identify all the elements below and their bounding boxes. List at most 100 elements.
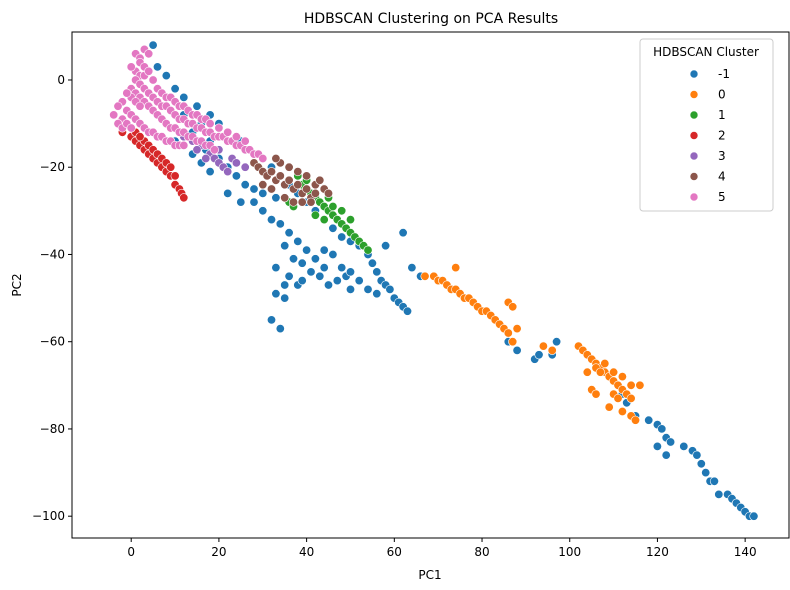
x-tick-label: 0 — [127, 545, 135, 559]
point-cluster--1 — [367, 258, 377, 268]
point-cluster--1 — [271, 193, 281, 203]
point-cluster-0 — [547, 345, 557, 355]
point-cluster--1 — [284, 228, 294, 238]
x-tick-label: 20 — [211, 545, 226, 559]
point-cluster-2 — [179, 193, 189, 203]
point-cluster--1 — [319, 263, 329, 273]
y-tick-label: −80 — [40, 422, 65, 436]
x-tick-label: 140 — [734, 545, 757, 559]
point-cluster--1 — [249, 197, 259, 207]
point-cluster--1 — [280, 241, 290, 251]
x-tick-label: 40 — [299, 545, 314, 559]
point-cluster--1 — [288, 254, 298, 264]
legend-marker-4 — [689, 172, 699, 181]
point-cluster--1 — [701, 468, 711, 478]
point-cluster-4 — [302, 184, 312, 194]
point-cluster--1 — [407, 263, 417, 273]
point-cluster-5 — [122, 88, 132, 98]
point-cluster--1 — [372, 289, 382, 299]
point-cluster-4 — [284, 162, 294, 172]
legend-label-1: 1 — [718, 108, 726, 122]
point-cluster-5 — [126, 62, 136, 72]
point-cluster-0 — [617, 372, 627, 382]
legend: HDBSCAN Cluster -1 0 1 2 3 4 5 — [639, 38, 774, 212]
point-cluster--1 — [271, 263, 281, 273]
point-cluster-0 — [503, 328, 513, 338]
point-cluster-4 — [258, 180, 268, 190]
point-cluster--1 — [148, 40, 158, 50]
point-cluster--1 — [179, 92, 189, 102]
point-cluster-4 — [275, 171, 285, 181]
point-cluster-5 — [210, 145, 220, 155]
point-cluster--1 — [236, 197, 246, 207]
point-cluster-0 — [609, 367, 619, 377]
point-cluster--1 — [709, 476, 719, 486]
point-cluster-4 — [280, 193, 290, 203]
legend-label-4: 4 — [718, 170, 726, 184]
point-cluster--1 — [161, 71, 171, 81]
point-cluster-5 — [231, 132, 241, 142]
point-cluster--1 — [332, 276, 342, 286]
point-cluster--1 — [552, 337, 562, 347]
data-points — [109, 40, 759, 521]
point-cluster--1 — [402, 306, 412, 316]
point-cluster--1 — [205, 167, 215, 177]
point-cluster-5 — [144, 49, 154, 59]
point-cluster-5 — [214, 123, 224, 133]
point-cluster--1 — [337, 232, 347, 242]
legend-label--1: -1 — [718, 67, 730, 81]
point-cluster--1 — [258, 188, 268, 198]
point-cluster--1 — [280, 280, 290, 290]
point-cluster-3 — [192, 145, 202, 155]
point-cluster-3 — [201, 154, 211, 164]
legend-label-0: 0 — [718, 88, 726, 102]
point-cluster--1 — [661, 450, 671, 460]
point-cluster--1 — [385, 284, 395, 294]
point-cluster--1 — [714, 489, 724, 499]
point-cluster--1 — [749, 511, 759, 521]
point-cluster--1 — [306, 267, 316, 277]
point-cluster--1 — [345, 284, 355, 294]
point-cluster-0 — [595, 367, 605, 377]
point-cluster-1 — [310, 210, 320, 220]
point-cluster-5 — [144, 66, 154, 76]
x-tick-label: 80 — [474, 545, 489, 559]
point-cluster-0 — [538, 341, 548, 351]
y-tick-label: −40 — [40, 247, 65, 261]
point-cluster-1 — [328, 202, 338, 212]
point-cluster--1 — [280, 293, 290, 303]
point-cluster--1 — [345, 267, 355, 277]
point-cluster-3 — [231, 158, 241, 168]
point-cluster--1 — [319, 245, 329, 255]
point-cluster-0 — [600, 358, 610, 368]
point-cluster--1 — [328, 223, 338, 233]
point-cluster--1 — [153, 62, 163, 72]
point-cluster-5 — [113, 101, 123, 111]
point-cluster--1 — [249, 184, 259, 194]
point-cluster--1 — [323, 280, 333, 290]
point-cluster-0 — [635, 380, 645, 390]
point-cluster-4 — [271, 154, 281, 164]
point-cluster-0 — [604, 402, 614, 412]
point-cluster--1 — [534, 350, 544, 360]
point-cluster-4 — [323, 188, 333, 198]
point-cluster-5 — [109, 110, 119, 120]
point-cluster-4 — [288, 197, 298, 207]
y-axis-ticks: 0 −20 −40 −60 −80 −100 — [32, 73, 72, 523]
point-cluster-0 — [512, 324, 522, 334]
chart-title: HDBSCAN Clustering on PCA Results — [304, 11, 558, 27]
point-cluster--1 — [240, 180, 250, 190]
point-cluster--1 — [258, 206, 268, 216]
point-cluster--1 — [170, 84, 180, 94]
legend-marker-3 — [689, 151, 699, 161]
point-cluster-0 — [626, 380, 636, 390]
point-cluster-5 — [135, 101, 145, 111]
point-cluster--1 — [231, 171, 241, 181]
point-cluster-4 — [293, 167, 303, 177]
legend-marker-1 — [689, 110, 699, 120]
point-cluster--1 — [657, 424, 667, 434]
x-tick-label: 100 — [558, 545, 581, 559]
point-cluster--1 — [315, 271, 325, 281]
point-cluster-5 — [148, 75, 158, 85]
point-cluster--1 — [223, 188, 233, 198]
